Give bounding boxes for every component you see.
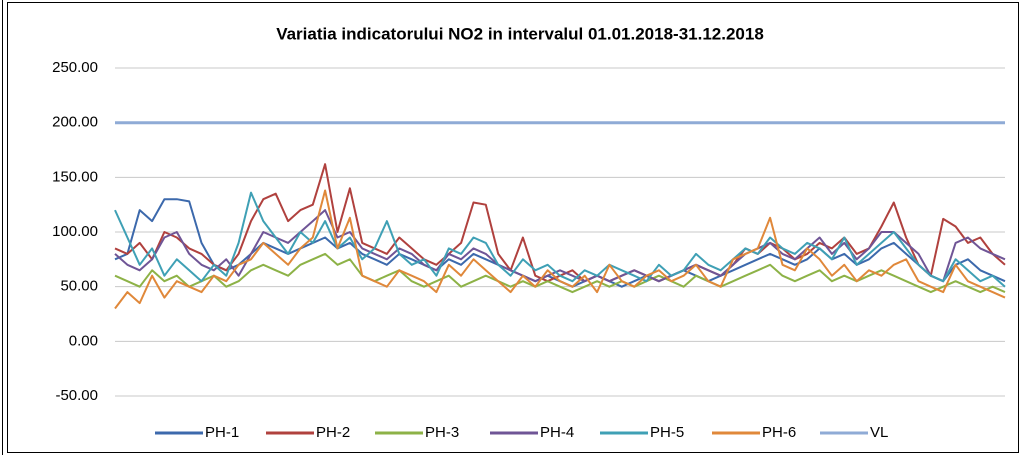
y-tick-label: 100.00 (52, 223, 98, 240)
chart-title: Variatia indicatorului NO2 in intervalul… (276, 24, 764, 43)
series-line (114, 189, 1006, 310)
y-tick-label: 0.00 (69, 332, 98, 349)
legend-label: PH-4 (540, 424, 574, 441)
legend-label: PH-1 (205, 424, 239, 441)
legend-label: VL (870, 424, 888, 441)
y-tick-label: 250.00 (52, 59, 98, 76)
y-tick-label: 150.00 (52, 168, 98, 185)
y-tick-label: 50.00 (60, 278, 98, 295)
legend-label: PH-5 (650, 424, 684, 441)
series-line (114, 191, 1006, 288)
legend-label: PH-3 (425, 424, 459, 441)
legend-label: PH-6 (762, 424, 796, 441)
y-tick-label: -50.00 (55, 387, 98, 404)
legend-label: PH-2 (316, 424, 350, 441)
y-tick-label: 200.00 (52, 114, 98, 131)
chart-frame (7, 2, 1019, 453)
series-line (114, 209, 1006, 283)
